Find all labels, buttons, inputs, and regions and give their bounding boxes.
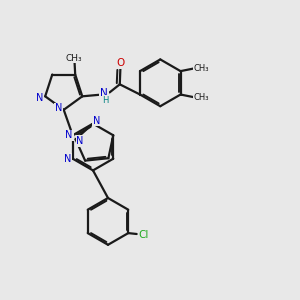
Text: N: N xyxy=(100,88,108,98)
Text: CH₃: CH₃ xyxy=(194,93,209,102)
Text: CH₃: CH₃ xyxy=(65,53,82,62)
Text: N: N xyxy=(93,116,100,126)
Text: O: O xyxy=(116,58,124,68)
Text: N: N xyxy=(76,136,84,146)
Text: H: H xyxy=(102,96,109,105)
Text: N: N xyxy=(65,130,73,140)
Text: N: N xyxy=(35,93,43,103)
Text: N: N xyxy=(55,103,62,113)
Text: Cl: Cl xyxy=(139,230,149,240)
Text: CH₃: CH₃ xyxy=(194,64,209,73)
Text: N: N xyxy=(64,154,71,164)
